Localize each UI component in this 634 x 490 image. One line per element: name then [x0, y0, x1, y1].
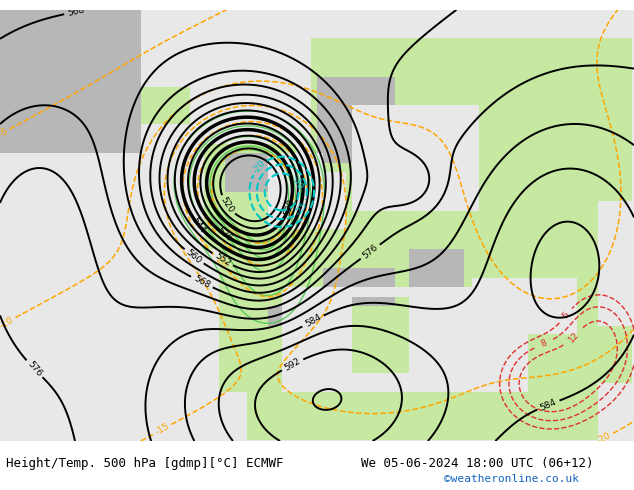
Text: -30: -30 — [289, 174, 304, 192]
Text: -20: -20 — [595, 431, 612, 445]
Text: 520: 520 — [219, 196, 236, 215]
Text: We 05-06-2024 18:00 UTC (06+12): We 05-06-2024 18:00 UTC (06+12) — [361, 457, 594, 469]
Text: -5: -5 — [0, 126, 10, 139]
Text: -15: -15 — [153, 422, 171, 437]
Text: -20: -20 — [212, 254, 228, 270]
Text: 536: 536 — [214, 225, 233, 243]
Text: 12: 12 — [566, 330, 581, 344]
Text: 560: 560 — [184, 247, 204, 266]
Text: -25: -25 — [294, 200, 309, 218]
Text: ©weatheronline.co.uk: ©weatheronline.co.uk — [444, 474, 579, 484]
Text: -10: -10 — [0, 315, 15, 330]
Text: -20: -20 — [251, 158, 267, 175]
Text: 8: 8 — [539, 339, 548, 349]
Text: 584: 584 — [539, 397, 558, 413]
Text: 592: 592 — [283, 356, 302, 373]
Text: 576: 576 — [25, 359, 43, 378]
Text: 584: 584 — [303, 313, 323, 329]
Text: -25: -25 — [292, 226, 306, 243]
Text: -30: -30 — [224, 222, 242, 239]
Text: Height/Temp. 500 hPa [gdmp][°C] ECMWF: Height/Temp. 500 hPa [gdmp][°C] ECMWF — [6, 457, 284, 469]
Text: 576: 576 — [361, 243, 380, 261]
Text: 568: 568 — [67, 5, 86, 18]
Text: 552: 552 — [213, 251, 232, 268]
Text: 528: 528 — [282, 198, 296, 217]
Text: 568: 568 — [192, 274, 212, 290]
Text: 5: 5 — [560, 311, 571, 320]
Text: 544: 544 — [190, 216, 207, 235]
